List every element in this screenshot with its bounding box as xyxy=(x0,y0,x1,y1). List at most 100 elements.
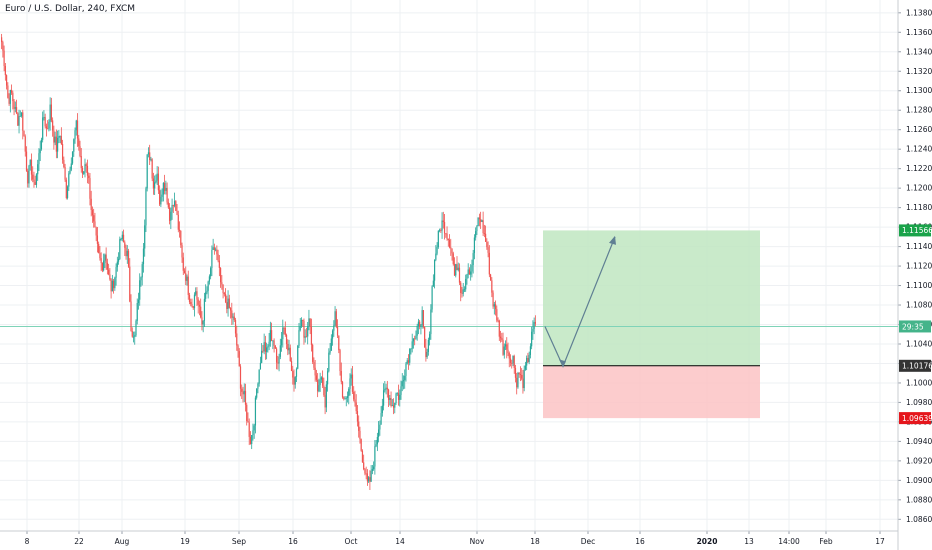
candle-body xyxy=(493,304,495,307)
x-tick-label: 18 xyxy=(530,537,540,546)
candle-body xyxy=(75,120,77,131)
candle-body xyxy=(466,274,468,279)
candle-body xyxy=(161,194,163,197)
y-tick-label: 1.11400 xyxy=(906,242,932,251)
candle-body xyxy=(491,280,493,293)
candle-body xyxy=(387,389,390,400)
candle-body xyxy=(519,374,522,375)
candle-body xyxy=(503,346,505,355)
x-tick-label: Feb xyxy=(819,537,833,546)
y-tick-label: 1.10800 xyxy=(906,301,932,310)
candle-body xyxy=(323,385,325,396)
candle-body xyxy=(472,253,474,266)
candle-body xyxy=(177,214,179,230)
candle-body xyxy=(507,349,509,353)
y-tick-label: 1.12200 xyxy=(906,164,932,173)
candle-body xyxy=(412,338,415,342)
x-tick-label: 16 xyxy=(635,537,645,546)
candle-body xyxy=(473,237,476,254)
x-tick-label: 19 xyxy=(180,537,190,546)
candle-body xyxy=(186,276,188,281)
candle-body xyxy=(448,239,451,248)
candle-body xyxy=(331,330,334,339)
candle-body xyxy=(207,281,209,291)
candle-body xyxy=(233,316,235,320)
y-tick-label: 1.11200 xyxy=(906,262,932,271)
candle-body xyxy=(303,320,305,338)
candle-body xyxy=(381,405,383,414)
candle-body xyxy=(5,75,8,86)
x-tick-label: 14 xyxy=(395,537,405,546)
y-tick-label: 1.11000 xyxy=(906,281,932,290)
candle-body xyxy=(488,252,490,275)
candle-body xyxy=(132,336,135,338)
y-tick-label: 1.08600 xyxy=(906,515,932,524)
candle-body xyxy=(310,326,313,345)
candle-body xyxy=(282,327,284,340)
candle-body xyxy=(231,310,233,318)
candle-body xyxy=(200,306,202,318)
candle-body xyxy=(477,217,479,227)
candle-body xyxy=(475,231,477,238)
candle-body xyxy=(176,210,178,215)
candle-body xyxy=(226,302,228,309)
y-tick-label: 1.13800 xyxy=(906,8,932,17)
candle-body xyxy=(397,393,400,400)
candle-body xyxy=(73,139,75,152)
candle-body xyxy=(104,254,106,261)
candle-body xyxy=(322,377,324,386)
candle-body xyxy=(351,374,354,392)
candle-body xyxy=(58,136,60,138)
candle-body xyxy=(309,318,311,327)
candle-body xyxy=(407,360,410,363)
candle-body xyxy=(462,289,464,294)
candle-body xyxy=(234,319,237,334)
candle-body xyxy=(205,292,207,299)
candle-body xyxy=(280,339,283,346)
candle-body xyxy=(218,260,220,268)
candle-body xyxy=(221,282,223,285)
candle-body xyxy=(429,334,431,340)
candle-body xyxy=(300,319,303,327)
candle-body xyxy=(509,358,512,363)
candle-body xyxy=(447,239,449,240)
candle-body xyxy=(50,104,52,121)
candle-body xyxy=(513,356,515,368)
candle-body xyxy=(299,326,301,331)
loss-zone[interactable] xyxy=(543,365,760,419)
candle-body xyxy=(85,164,87,166)
candle-body xyxy=(116,261,118,268)
candle-body xyxy=(370,470,372,482)
candle-body xyxy=(103,260,105,271)
candle-body xyxy=(9,89,11,104)
profit-zone[interactable] xyxy=(543,230,760,366)
candle-body xyxy=(3,50,5,67)
candle-body xyxy=(312,344,314,362)
candle-body xyxy=(134,335,136,337)
candle-body xyxy=(333,325,335,331)
candle-body xyxy=(183,270,186,274)
candle-body xyxy=(468,269,471,275)
candle-body xyxy=(125,247,127,257)
x-tick-label: 22 xyxy=(74,537,84,546)
candle-body xyxy=(391,405,393,407)
candle-body xyxy=(274,345,276,349)
candle-body xyxy=(404,375,406,381)
candle-body xyxy=(511,362,513,364)
y-tick-label: 1.09200 xyxy=(906,456,932,465)
candle-body xyxy=(228,298,230,309)
y-tick-label: 1.11800 xyxy=(906,203,932,212)
candle-body xyxy=(151,159,153,179)
y-tick-label: 1.12800 xyxy=(906,106,932,115)
candle-body xyxy=(400,386,402,395)
candle-body xyxy=(201,317,203,325)
candle-body xyxy=(269,330,271,342)
candle-body xyxy=(109,274,111,280)
candle-body xyxy=(264,342,266,352)
candle-body xyxy=(526,357,528,366)
candle-body xyxy=(284,327,286,335)
candle-body xyxy=(76,120,79,139)
candle-body xyxy=(285,334,288,344)
